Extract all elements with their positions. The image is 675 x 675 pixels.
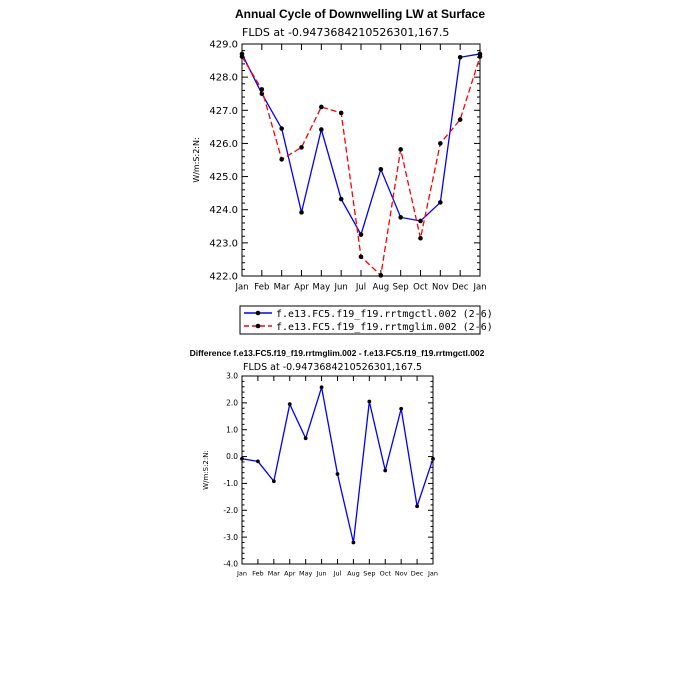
chart2-xtick-label: Jan <box>236 570 247 578</box>
chart2-series-0-point <box>383 468 388 473</box>
chart2-xtick-label: Sep <box>363 570 375 578</box>
legend-label-ctl: f.e13.FC5.f19_f19.rrtmgctl.002 (2-6) <box>276 309 493 320</box>
chart1-series-1-point <box>438 141 443 146</box>
chart2-series-0-point <box>240 456 244 461</box>
chart1-xtick-label: Aug <box>373 283 390 293</box>
chart2-plot-area: -4.0 -3.0 -2.0 -1.0 0.0 1.0 2.0 3.0 Jan Feb Mar Apr… <box>223 372 438 578</box>
chart1-series-0-point <box>358 232 364 237</box>
chart2-xtick-label: Apr <box>284 570 296 578</box>
chart1-xtick-label: Jan <box>234 283 248 293</box>
chart1-xtick-label: Jun <box>334 283 348 293</box>
chart2-ytick-label: 1.0 <box>226 425 238 434</box>
chart2-ytick-label: -4.0 <box>223 560 238 569</box>
chart1-xtick-label: Nov <box>432 283 449 293</box>
chart2-ytick-label: -1.0 <box>223 479 238 488</box>
chart2-series-0-point <box>287 402 292 407</box>
chart2-subtitle: FLDS at -0.9473684210526301,167.5 <box>243 362 422 373</box>
chart1-series-1-point <box>338 110 344 116</box>
chart2-series-0-point <box>271 479 276 484</box>
chart2-ytick-label: 2.0 <box>226 398 238 407</box>
chart2-ytick-label: -3.0 <box>223 533 238 542</box>
chart2-series-0-line <box>241 387 434 543</box>
chart1-series-1-line <box>241 56 481 277</box>
chart1-xtick-label: Oct <box>413 283 428 293</box>
chart1-series-0-point <box>438 200 443 205</box>
legend-marker-lim <box>255 323 261 329</box>
chart1-title: Annual Cycle of Downwelling LW at Surfac… <box>235 7 485 21</box>
chart2-frame <box>241 375 434 565</box>
chart2-series-0-point <box>303 436 308 441</box>
chart1-series-1-point <box>319 104 324 110</box>
chart2-title: Difference f.e13.FC5.f19_f19.rrtmglim.00… <box>190 348 485 358</box>
chart2-series-0-point <box>351 540 356 545</box>
chart1-series-1-point <box>477 54 483 59</box>
chart1-ytick-label: 427.0 <box>209 106 238 117</box>
chart2-xtick-label: Jan <box>427 570 438 578</box>
chart1-series-0-point <box>457 54 463 60</box>
chart1-xtick-label: Dec <box>452 283 469 293</box>
chart1-xtick-label: Jan <box>472 283 486 293</box>
chart2-xtick-label: Jul <box>333 570 342 578</box>
chart2-ytick-label: 3.0 <box>226 372 238 381</box>
chart1-ytick-label: 423.0 <box>209 238 238 249</box>
chart1-series-0-point <box>378 166 384 172</box>
chart1-xtick-label: May <box>313 283 331 293</box>
chart1-series-1-point <box>239 54 245 59</box>
chart1-series-1-point <box>259 87 265 92</box>
chart2-xtick-label: Mar <box>268 570 281 578</box>
legend-label-lim: f.e13.FC5.f19_f19.rrtmglim.002 (2-6) <box>276 322 493 333</box>
chart2-xtick-label: Dec <box>411 570 424 578</box>
chart1-series-0-point <box>279 126 284 131</box>
chart1-series-0-point <box>299 210 304 215</box>
chart1-series-1-point <box>358 254 364 260</box>
chart2-series-0-point <box>399 406 404 411</box>
chart1-ytick-label: 425.0 <box>209 172 238 183</box>
chart1-series-1-point <box>299 145 304 150</box>
chart2-xtick-label: Aug <box>347 570 360 578</box>
chart1-ytick-label: 429.0 <box>209 40 238 51</box>
chart1-legend: f.e13.FC5.f19_f19.rrtmgctl.002 (2-6) f.e… <box>239 305 493 335</box>
chart1-xtick-label: Jul <box>355 283 366 293</box>
chart2-series-0-point <box>367 399 372 404</box>
chart2-xtick-label: Feb <box>252 570 264 578</box>
chart2-xtick-label: Oct <box>380 570 392 578</box>
chart1-xtick-label: Sep <box>393 283 409 293</box>
chart1-xtick-label: Mar <box>274 283 291 293</box>
chart1-subtitle: FLDS at -0.9473684210526301,167.5 <box>242 26 449 39</box>
chart1-frame <box>241 43 481 277</box>
chart2-xtick-label: Jun <box>316 570 327 578</box>
chart1-series-0-point <box>259 91 265 97</box>
legend-frame <box>239 305 481 335</box>
chart1-series-0-point <box>338 196 344 202</box>
chart2-ytick-label: -2.0 <box>223 506 238 515</box>
chart1-series-0-point <box>319 127 324 132</box>
chart1-xtick-label: Feb <box>254 283 269 293</box>
chart2-ylabel: W/m:S:2:N: <box>202 450 210 490</box>
chart1-series-1-point <box>279 157 284 162</box>
legend-marker-ctl <box>255 310 261 316</box>
chart1-series-1-point <box>418 235 423 241</box>
chart1-series-0-point <box>418 218 423 224</box>
chart2-series-0-point <box>431 456 435 461</box>
chart2-series-0-point <box>415 504 419 509</box>
chart2-series-0-point <box>256 459 260 464</box>
chart1-ylabel: W/m:S:2:N: <box>192 137 201 182</box>
chart1-plot-area: 422.0 423.0 424.0 425.0 426.0 427.0 428.0 429.0… <box>209 40 486 293</box>
chart1-xtick-label: Apr <box>294 283 309 293</box>
chart1-series-1-point <box>457 117 463 122</box>
chart2-series-0-point <box>319 385 324 390</box>
chart1-series-1-point <box>398 147 403 152</box>
chart1-series-1-point <box>378 273 384 278</box>
chart1-ytick-label: 422.0 <box>209 272 238 283</box>
chart1-ytick-label: 426.0 <box>209 139 238 150</box>
chart2-series-0-point <box>335 472 340 476</box>
chart2-xtick-label: May <box>299 570 313 578</box>
chart1-ytick-label: 424.0 <box>209 205 238 216</box>
chart1-ytick-label: 428.0 <box>209 73 238 84</box>
chart2-ytick-label: 0.0 <box>226 452 238 461</box>
chart1-series-0-point <box>398 215 403 220</box>
chart2-xtick-label: Nov <box>395 570 408 578</box>
